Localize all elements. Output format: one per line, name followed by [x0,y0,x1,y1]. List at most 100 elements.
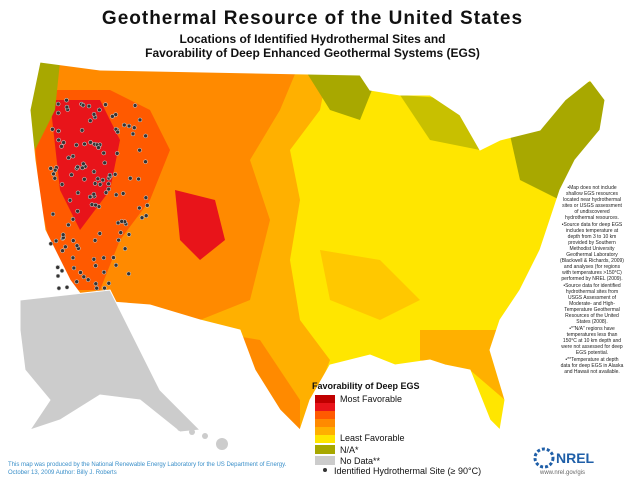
logo-mark [533,447,555,469]
site [122,246,128,251]
site [126,232,132,237]
site [56,110,61,116]
site [112,172,118,177]
logo-url: www.nrel.gov/gis [540,470,586,476]
site [143,133,148,139]
site [139,215,145,220]
legend-label: N/A* [340,445,359,455]
site [74,279,79,284]
site [48,241,54,246]
title: Geothermal Resource of the United States [101,8,524,29]
site [102,285,107,291]
site [136,176,141,182]
site [69,172,74,178]
site [81,274,87,280]
site [89,202,95,207]
site [91,257,97,262]
site [74,243,80,248]
site [122,122,127,128]
site [55,273,61,279]
site [81,161,86,167]
site [92,238,98,243]
note: Source data for identified hydrothermal … [560,283,624,325]
site [143,213,149,218]
site [143,159,148,164]
site [93,281,99,286]
site [67,198,73,203]
site [106,186,111,192]
site [75,190,81,196]
site [87,194,93,200]
site [137,147,142,153]
site [64,97,69,103]
legend-label: No Data** [340,456,381,466]
site [97,107,102,113]
site [55,101,61,107]
hawaii [177,425,228,450]
note: Source data for deep EGS includes temper… [560,222,624,282]
site [70,255,76,261]
site [88,118,93,123]
subtitle: Favorability of Deep Enhanced Geothermal… [145,46,480,60]
site [106,181,111,187]
site [113,192,119,198]
site [50,211,56,217]
site [75,208,80,214]
site [110,114,115,119]
site [59,182,65,187]
site [91,169,97,174]
site [94,285,99,291]
notes: Map does not include shallow EGS resourc… [560,185,624,376]
site [93,263,98,268]
footer-line: October 13, 2009 Author: Billy J. Robert… [8,470,117,476]
site [61,140,66,145]
legend-title: Favorability of Deep EGS [312,381,420,391]
site [101,269,107,275]
site [120,191,126,196]
hydrothermal-sites [48,97,150,291]
site [71,265,77,271]
site [56,137,61,143]
site [101,255,106,261]
site [96,145,101,150]
site [80,102,86,108]
footer-line: This map was produced by the National Re… [8,462,287,468]
site [48,166,53,171]
site [114,151,120,156]
site [107,172,113,178]
site [97,182,103,187]
site [143,195,149,200]
site [52,167,58,173]
site [111,255,116,260]
site [74,142,79,148]
site [64,285,70,290]
note: **Temperature at depth data for deep EGS… [560,357,624,375]
site [119,219,124,224]
site [70,153,76,159]
site [79,128,85,133]
site [52,176,58,181]
legend-label: Identified Hydrothermal Site (≥ 90°C) [334,466,482,476]
site [71,238,76,243]
site [53,238,59,244]
site [56,285,62,291]
site [60,232,66,237]
site [91,112,97,117]
site [85,277,91,282]
site [50,127,55,132]
site [101,150,106,156]
subtitle: Locations of Identified Hydrothermal Sit… [179,32,446,46]
site [126,123,132,129]
site [100,177,106,183]
site [115,129,120,135]
site [63,244,68,250]
logo-name: NREL [556,450,595,466]
site [132,125,137,130]
site [59,144,64,149]
site [80,165,85,171]
site [82,177,87,182]
note: Map does not include shallow EGS resourc… [560,185,624,221]
site [113,262,119,268]
